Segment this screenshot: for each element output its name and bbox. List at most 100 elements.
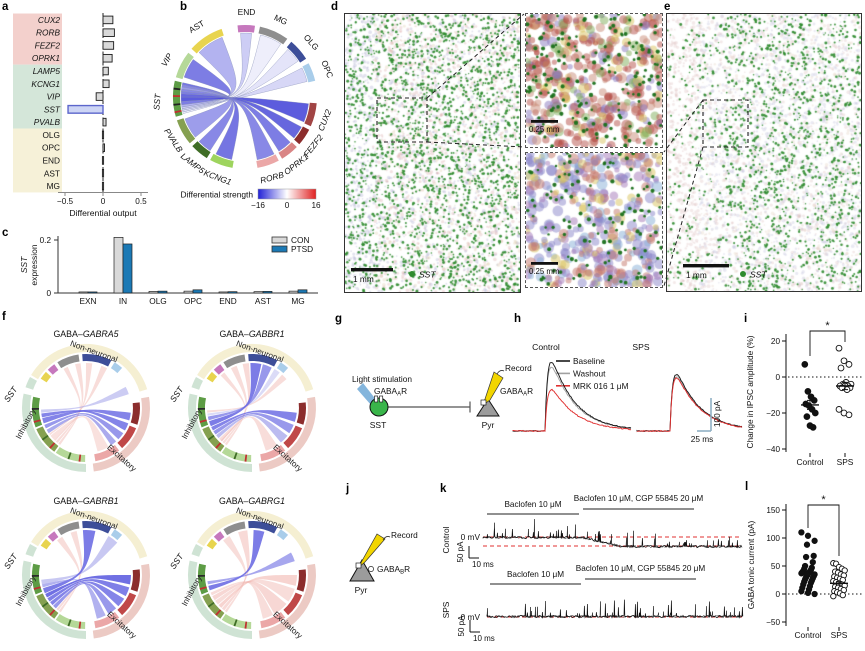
gaba-ribbon: [41, 386, 129, 413]
tonic-trace: [482, 528, 743, 549]
category-MG: MG: [291, 296, 304, 306]
inner-tick: [207, 602, 215, 608]
gaba-ribbon: [216, 414, 288, 443]
panel-h-ipsc-traces: Control SPS Baseline Washout MRK 016 1 μM 100…: [512, 342, 743, 444]
panel-j-schematic: Record GABABR Pyr: [349, 530, 418, 595]
inner-arc: [82, 520, 112, 534]
gaba-ribbon: [50, 416, 109, 452]
chord-label-RORB: RORB: [259, 169, 285, 185]
panel-e-label: e: [664, 1, 671, 13]
scalebar-d-label: 1 mm: [353, 274, 374, 284]
gaba-ribbon: [207, 364, 272, 421]
row-label-control: Control: [441, 526, 451, 553]
panel-j-label: j: [346, 483, 350, 495]
data-point: [811, 409, 819, 417]
pyr-neuron: [349, 558, 375, 582]
bar-SST: [67, 104, 104, 114]
outer-arc: [191, 377, 203, 390]
zero-mv-label: 0 mV: [461, 612, 481, 622]
ipsc-trace: [512, 388, 632, 433]
gaba-title-GABBR1: GABA–GABBR1: [219, 329, 284, 339]
gaba-ribbon: [57, 536, 80, 613]
bar-EXN-CON: [78, 291, 89, 294]
bar-AST-PTSD: [262, 291, 273, 294]
inner-arc: [94, 612, 120, 629]
chord-label-SST: SST: [151, 93, 162, 111]
chord-label-OPC: OPC: [319, 59, 335, 80]
inner-arc: [57, 521, 80, 536]
category-Control: Control: [797, 457, 824, 467]
inner-tick: [199, 586, 207, 590]
gabaa-receptor-icon: [379, 395, 384, 403]
chord-label-KCNG1: KCNG1: [202, 168, 233, 187]
category-OLG: OLG: [149, 296, 167, 306]
bar-OLG-PTSD: [157, 290, 168, 294]
category-END: END: [42, 155, 60, 165]
row-group-bg: [13, 128, 62, 193]
gaba-title-GABRB1: GABA–GABRB1: [53, 496, 118, 506]
panel-i-label: i: [744, 313, 748, 325]
segment-tick: [174, 110, 182, 114]
inner-tick: [233, 619, 238, 627]
data-point: [802, 553, 810, 561]
drug2-label: Baclofen 10 μM, CGP 55845 20 μM: [576, 564, 706, 573]
inner-tick: [207, 435, 215, 441]
category-FEZF2: FEZF2: [35, 40, 61, 50]
inner-tick: [78, 454, 82, 462]
panel-i-ipsc-scatter: 20 0 −20 −40 Change in IPSC amplitude (%) Con…: [745, 320, 862, 467]
colorbar-tick: −16: [251, 201, 265, 210]
row-label-sps: SPS: [441, 601, 451, 618]
x-tick: 0.5: [135, 197, 147, 206]
inner-arc: [276, 362, 289, 374]
gabab-receptor-icon: [368, 566, 374, 572]
outer-arc: [25, 544, 37, 557]
inner-tick: [41, 602, 49, 608]
category-SPS: SPS: [837, 457, 854, 467]
category-OPC: OPC: [42, 143, 60, 153]
chord-segment-LAMP5: [192, 141, 211, 159]
category-KCNG1: KCNG1: [31, 79, 60, 89]
sst-legend-label: SST: [419, 270, 436, 280]
category-AST: AST: [255, 296, 271, 306]
gaba-ribbon: [46, 414, 117, 446]
inner-tick: [49, 609, 56, 616]
y-tick: 0: [775, 590, 780, 599]
scatter-points-control: [798, 529, 818, 598]
tonic-trace: [486, 601, 744, 619]
panel-k-label: k: [440, 483, 447, 495]
y-tick: 0: [775, 373, 780, 382]
inner-arc: [260, 612, 286, 629]
legend-label-PTSD: PTSD: [291, 244, 313, 254]
inner-arc: [82, 353, 112, 367]
gaba-ribbon: [45, 575, 132, 598]
inner-arc: [47, 531, 59, 542]
inner-tick: [215, 442, 222, 449]
inner-arc: [223, 521, 246, 536]
zoom-connector: [426, 13, 525, 99]
inner-tick: [33, 419, 41, 423]
colorbar-label: Differential strength: [181, 190, 254, 200]
gaba-ribbon: [55, 363, 84, 443]
inner-arc: [110, 529, 123, 541]
outer-arc: [31, 343, 148, 392]
scale-v-label: 50 pA: [456, 541, 465, 563]
bar-VIP: [95, 92, 104, 101]
data-point: [809, 424, 817, 431]
tissue-inset-bottom: [525, 152, 663, 288]
bar-OPRK1: [102, 53, 113, 63]
recording-electrode: [482, 371, 504, 406]
chord-segment-AST: [191, 28, 224, 54]
panel-b-label: b: [180, 1, 188, 13]
bar-OPC: [102, 143, 105, 152]
outer-arc: [31, 510, 148, 559]
gaba-ribbon: [54, 362, 93, 441]
inner-arc: [94, 445, 120, 462]
tonic-trace: [482, 519, 743, 549]
y-axis-label: GABA tonic current (pA): [746, 521, 756, 610]
data-point: [839, 591, 846, 599]
scalebar-d: [351, 268, 393, 272]
gabab-receptor-icon: [355, 562, 362, 569]
data-point: [801, 361, 809, 368]
inner-tick: [33, 586, 41, 590]
